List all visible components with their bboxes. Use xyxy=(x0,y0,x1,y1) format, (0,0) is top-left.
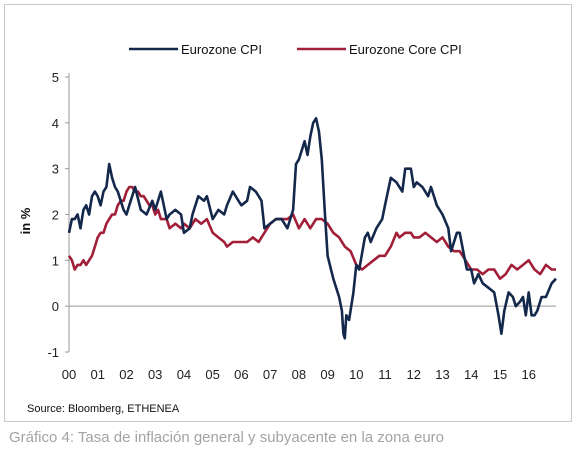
legend-label-core-cpi: Eurozone Core CPI xyxy=(349,42,462,57)
x-tick-label: 09 xyxy=(320,367,334,382)
y-tick-label: -1 xyxy=(47,345,59,360)
x-tick-label: 03 xyxy=(148,367,162,382)
x-tick-label: 00 xyxy=(62,367,76,382)
legend-label-cpi: Eurozone CPI xyxy=(181,42,262,57)
axes xyxy=(68,73,556,352)
x-tick-label: 07 xyxy=(263,367,277,382)
source-note: Source: Bloomberg, ETHENEA xyxy=(27,403,180,415)
x-tick-label: 15 xyxy=(493,367,507,382)
x-tick-labels: 00 01 02 03 04 05 06 07 08 09 10 11 12 13 14 15 16 xyxy=(62,367,536,382)
y-tick-label: 3 xyxy=(52,162,59,177)
y-tick-label: 1 xyxy=(52,253,59,268)
y-tick-label: 0 xyxy=(52,299,59,314)
x-tick-label: 13 xyxy=(435,367,449,382)
x-tick-label: 01 xyxy=(90,367,104,382)
x-tick-label: 06 xyxy=(234,367,248,382)
x-tick-label: 16 xyxy=(521,367,535,382)
x-tick-label: 14 xyxy=(464,367,478,382)
x-tick-label: 02 xyxy=(119,367,133,382)
x-tick-label: 12 xyxy=(407,367,421,382)
x-tick-label: 04 xyxy=(177,367,191,382)
x-tick-label: 10 xyxy=(349,367,363,382)
series-lines xyxy=(67,117,557,340)
series-line-eurozone-core-cpi xyxy=(67,185,556,281)
legend: Eurozone CPI Eurozone Core CPI xyxy=(129,42,462,57)
chart-frame: 5 4 3 2 1 0 -1 00 01 02 03 04 05 06 07 08 09 10 11 12 13 14 1… xyxy=(4,4,572,422)
y-tick-label: 4 xyxy=(52,116,59,131)
x-tick-label: 05 xyxy=(205,367,219,382)
x-tick-label: 11 xyxy=(378,367,392,382)
series-line-eurozone-cpi xyxy=(67,117,557,340)
y-axis-label: in % xyxy=(18,207,33,234)
y-tick-labels: 5 4 3 2 1 0 -1 xyxy=(47,70,69,360)
figure-caption: Gráfico 4: Tasa de inflación general y s… xyxy=(9,429,444,446)
x-tick-label: 08 xyxy=(292,367,306,382)
y-tick-label: 2 xyxy=(52,208,59,223)
y-tick-label: 5 xyxy=(52,70,59,85)
